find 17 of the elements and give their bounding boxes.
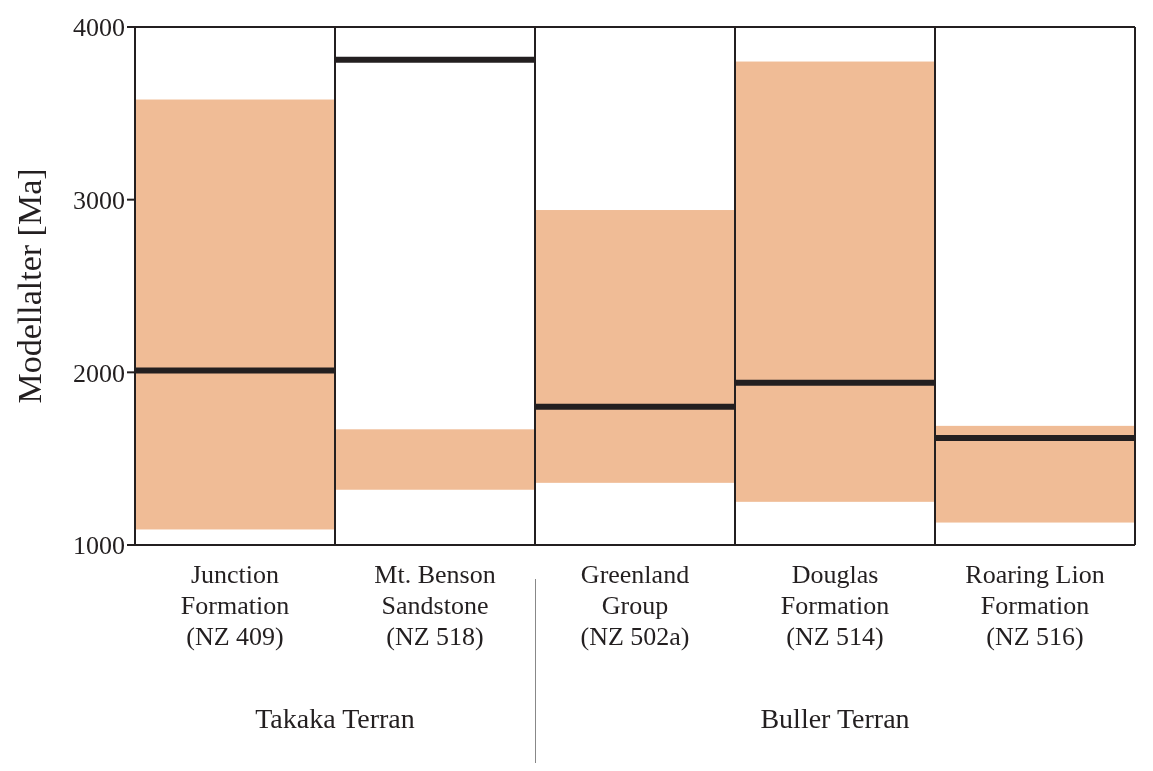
- y-axis-title: Modellalter [Ma]: [11, 168, 49, 404]
- x-tick-label: Mt. Benson Sandstone (NZ 518): [374, 560, 496, 651]
- x-tick-label: Roaring Lion Formation (NZ 516): [965, 560, 1105, 651]
- text: Takaka Terran: [254, 703, 416, 735]
- bar: [535, 210, 735, 483]
- bar: [935, 425, 1135, 523]
- x-tick-label: Douglas Formation (NZ 514): [780, 560, 890, 651]
- y-tick-label: 4000: [73, 13, 125, 43]
- y-tick-label: 3000: [73, 185, 125, 215]
- bar: [135, 99, 335, 530]
- bar: [335, 429, 535, 490]
- text: Buller Terran: [759, 703, 911, 735]
- y-tick-label: 2000: [73, 358, 125, 388]
- bar: [735, 61, 935, 502]
- x-tick-label: Greenland Group (NZ 502a): [580, 560, 690, 651]
- x-tick-label: Junction Formation (NZ 409): [180, 560, 290, 651]
- y-tick-label: 1000: [73, 531, 125, 561]
